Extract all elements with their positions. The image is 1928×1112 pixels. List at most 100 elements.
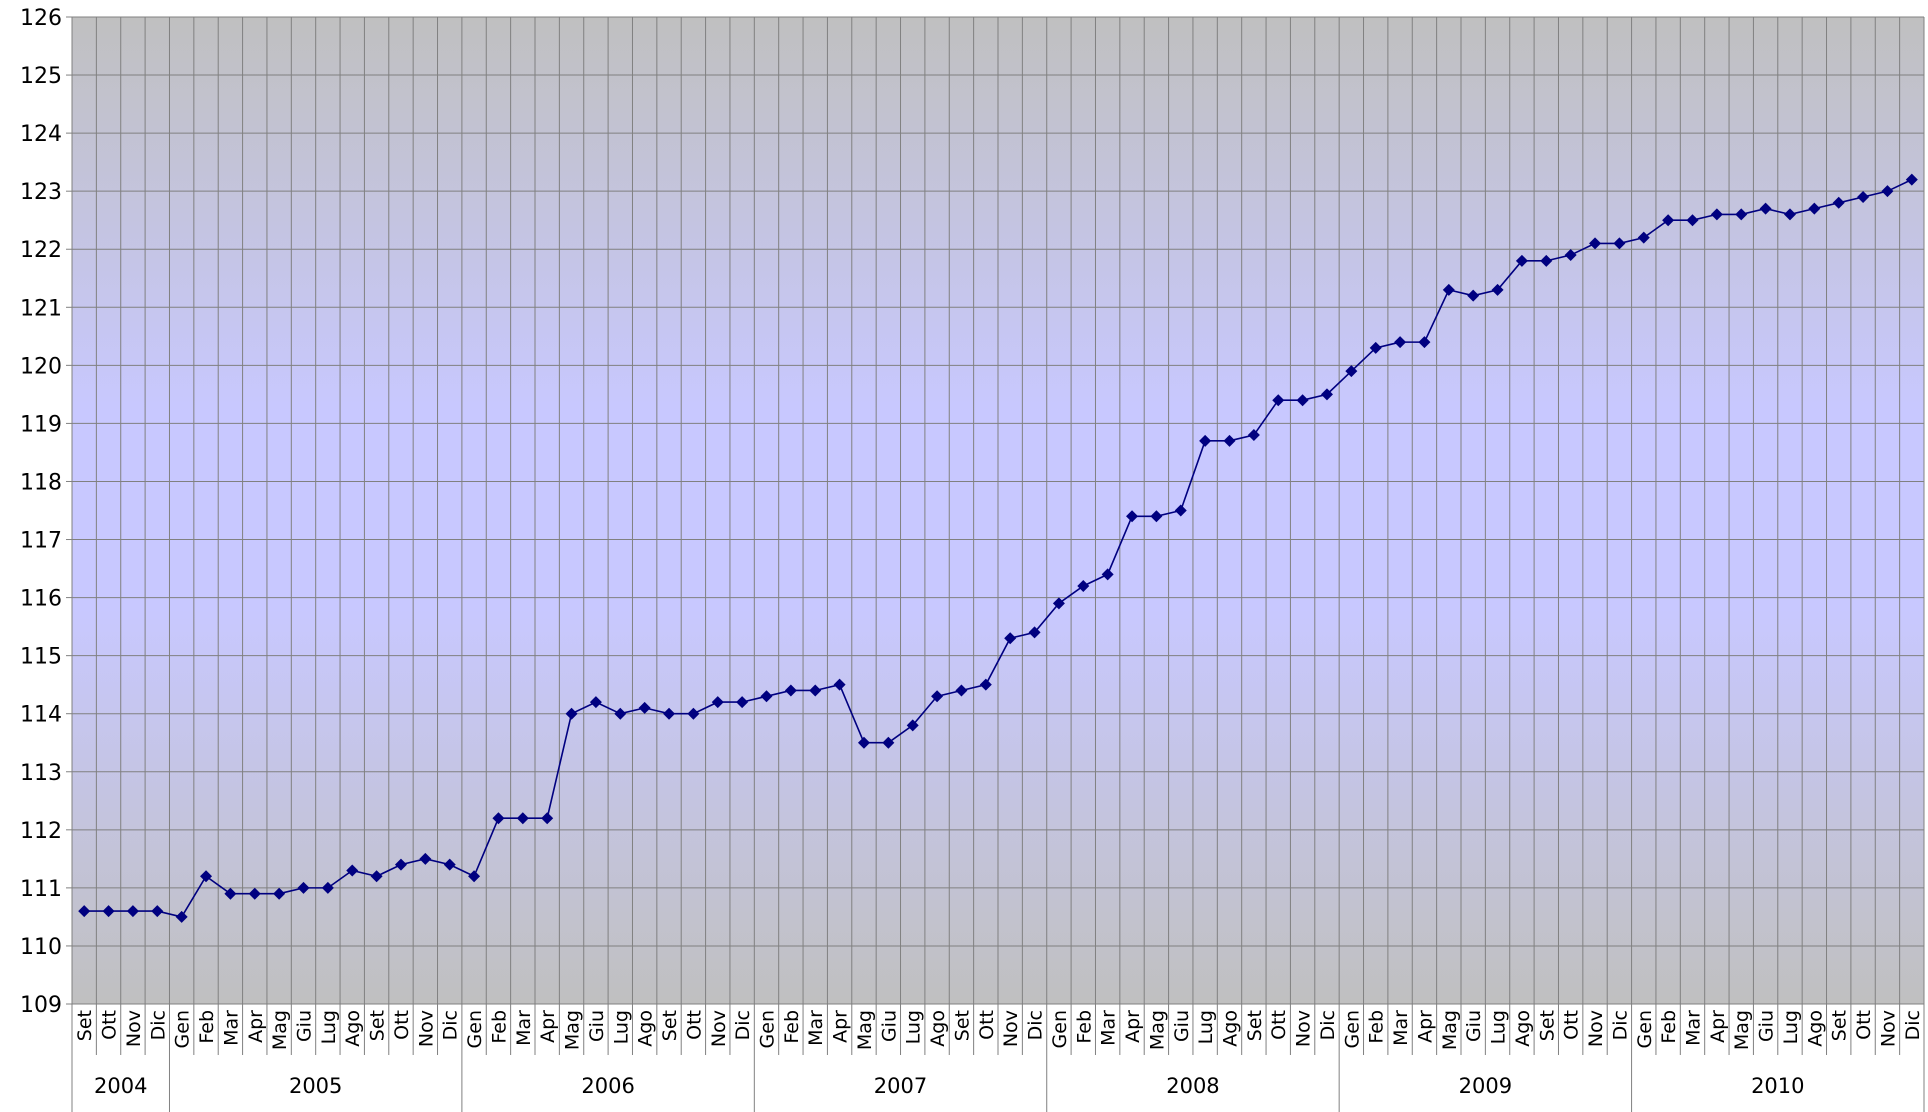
data-point bbox=[687, 707, 700, 720]
x-tick-label: Mar bbox=[513, 1010, 535, 1046]
data-point bbox=[736, 696, 749, 709]
group-label: 2004 bbox=[94, 1074, 147, 1098]
data-point bbox=[394, 858, 407, 871]
x-tick-label: Lug bbox=[903, 1010, 925, 1044]
x-tick-label: Feb bbox=[196, 1010, 218, 1044]
data-point bbox=[1637, 231, 1650, 244]
data-point bbox=[857, 736, 870, 749]
y-tick-label: 118 bbox=[20, 470, 62, 495]
data-point bbox=[1272, 394, 1285, 407]
data-point bbox=[1101, 568, 1114, 581]
x-tick-label: Mag bbox=[854, 1010, 876, 1050]
x-tick-label: Feb bbox=[1073, 1010, 1095, 1044]
y-tick-label: 112 bbox=[20, 819, 62, 844]
x-tick-label: Set bbox=[1244, 1010, 1266, 1041]
data-point bbox=[784, 684, 797, 697]
data-point bbox=[1613, 237, 1626, 250]
data-point bbox=[1345, 365, 1358, 378]
y-tick-label: 122 bbox=[20, 238, 62, 263]
x-tick-label: Feb bbox=[1366, 1010, 1388, 1044]
x-tick-label: Nov bbox=[708, 1010, 730, 1047]
data-point bbox=[979, 678, 992, 691]
x-tick-label: Ago bbox=[342, 1010, 364, 1047]
data-point bbox=[882, 736, 895, 749]
data-point bbox=[468, 870, 481, 883]
data-point bbox=[1369, 341, 1382, 354]
x-tick-label: Mar bbox=[1390, 1010, 1412, 1046]
data-point bbox=[273, 887, 286, 900]
y-tick-label: 110 bbox=[20, 935, 62, 960]
x-tick-label: Set bbox=[74, 1010, 96, 1041]
data-point bbox=[1905, 173, 1918, 186]
data-point bbox=[1857, 190, 1870, 203]
x-tick-label: Apr bbox=[537, 1010, 559, 1043]
x-tick-label: Mar bbox=[220, 1010, 242, 1046]
x-tick-label: Lug bbox=[1195, 1010, 1217, 1044]
x-tick-label: Gen bbox=[1634, 1010, 1656, 1048]
y-tick-label: 120 bbox=[20, 354, 62, 379]
x-tick-label: Gen bbox=[464, 1010, 486, 1048]
data-point bbox=[419, 852, 432, 865]
data-point bbox=[1247, 429, 1260, 442]
data-point bbox=[1174, 504, 1187, 517]
x-tick-label: Feb bbox=[488, 1010, 510, 1044]
x-tick-label: Ago bbox=[1220, 1010, 1242, 1047]
x-tick-label: Ott bbox=[683, 1010, 705, 1040]
data-point bbox=[1783, 208, 1796, 221]
x-tick-label: Apr bbox=[830, 1010, 852, 1043]
x-tick-label: Ago bbox=[1512, 1010, 1534, 1047]
group-label: 2006 bbox=[581, 1074, 634, 1098]
data-point bbox=[443, 858, 456, 871]
data-point bbox=[1735, 208, 1748, 221]
data-point bbox=[663, 707, 676, 720]
data-point bbox=[1004, 632, 1017, 645]
x-tick-label: Set bbox=[1829, 1010, 1851, 1041]
group-label: 2005 bbox=[289, 1074, 342, 1098]
data-point bbox=[175, 910, 188, 923]
x-tick-label: Nov bbox=[1877, 1010, 1899, 1047]
x-tick-label: Gen bbox=[1049, 1010, 1071, 1048]
y-tick-label: 119 bbox=[20, 412, 62, 437]
x-tick-label: Set bbox=[659, 1010, 681, 1041]
x-tick-label: Set bbox=[1536, 1010, 1558, 1041]
y-tick-label: 113 bbox=[20, 761, 62, 786]
y-tick-label: 123 bbox=[20, 180, 62, 205]
x-tick-label: Ago bbox=[635, 1010, 657, 1047]
x-tick-label: Dic bbox=[1317, 1010, 1339, 1040]
data-point bbox=[1540, 254, 1553, 267]
x-tick-label: Giu bbox=[294, 1010, 316, 1042]
x-tick-label: Ott bbox=[976, 1010, 998, 1040]
x-tick-label: Apr bbox=[1122, 1010, 1144, 1043]
x-tick-label: Giu bbox=[1463, 1010, 1485, 1042]
x-tick-label: Ott bbox=[1268, 1010, 1290, 1040]
data-point bbox=[906, 719, 919, 732]
group-label: 2007 bbox=[874, 1074, 927, 1098]
x-tick-label: Ott bbox=[99, 1010, 121, 1040]
x-tick-label: Gen bbox=[757, 1010, 779, 1048]
data-point bbox=[760, 690, 773, 703]
data-point bbox=[614, 707, 627, 720]
x-tick-label: Nov bbox=[1585, 1010, 1607, 1047]
data-point bbox=[1832, 196, 1845, 209]
x-tick-label: Ago bbox=[927, 1010, 949, 1047]
x-tick-label: Set bbox=[367, 1010, 389, 1041]
data-point bbox=[1662, 214, 1675, 227]
x-tick-label: Lug bbox=[1780, 1010, 1802, 1044]
x-tick-label: Mag bbox=[1146, 1010, 1168, 1050]
data-point bbox=[1126, 510, 1139, 523]
x-tick-label: Giu bbox=[878, 1010, 900, 1042]
x-tick-label: Mar bbox=[1098, 1010, 1120, 1046]
x-tick-label: Ago bbox=[1804, 1010, 1826, 1047]
x-tick-label: Mar bbox=[1683, 1010, 1705, 1046]
x-tick-label: Gen bbox=[172, 1010, 194, 1048]
x-tick-label: Nov bbox=[1293, 1010, 1315, 1047]
data-point bbox=[492, 812, 505, 825]
data-point bbox=[1759, 202, 1772, 215]
x-tick-label: Lug bbox=[318, 1010, 340, 1044]
x-tick-label: Mag bbox=[269, 1010, 291, 1050]
data-point bbox=[711, 696, 724, 709]
x-tick-label: Mar bbox=[805, 1010, 827, 1046]
data-point bbox=[1515, 254, 1528, 267]
data-point bbox=[516, 812, 529, 825]
